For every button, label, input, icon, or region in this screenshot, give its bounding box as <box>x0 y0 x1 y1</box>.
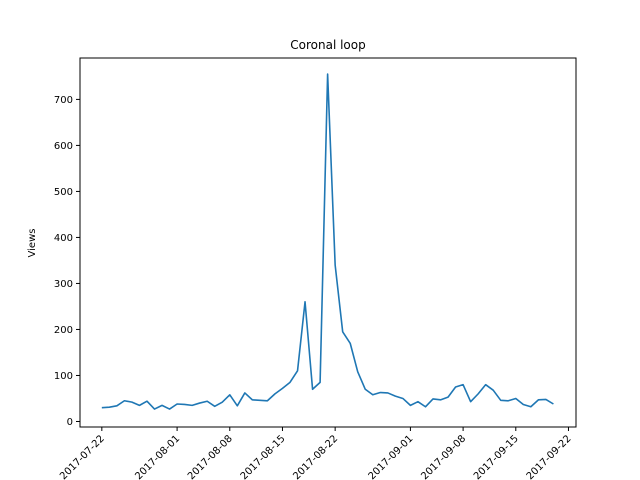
x-tick-label: 2017-09-15 <box>472 433 521 480</box>
x-tick-label: 2017-08-22 <box>291 433 340 480</box>
plot-area <box>101 73 554 410</box>
y-tick-label: 300 <box>54 279 73 290</box>
y-axis-label: Views <box>27 229 38 258</box>
series-line <box>101 73 554 410</box>
x-tick-label: 2017-08-01 <box>133 433 182 480</box>
plot-frame <box>79 57 577 428</box>
x-tick-label: 2017-09-08 <box>419 433 468 480</box>
y-tick-label: 100 <box>54 371 73 382</box>
x-tick-label: 2017-08-15 <box>239 433 288 480</box>
y-tick-label: 200 <box>54 325 73 336</box>
y-tick-label: 500 <box>54 187 73 198</box>
y-tick-label: 0 <box>67 417 73 428</box>
y-tick-label: 400 <box>54 233 73 244</box>
x-tick-label: 2017-09-01 <box>367 433 416 480</box>
chart-title: Coronal loop <box>290 38 365 52</box>
x-tick-label: 2017-07-22 <box>58 433 107 480</box>
y-tick-label: 600 <box>54 141 73 152</box>
x-tick-label: 2017-08-08 <box>186 433 235 480</box>
y-tick-label: 700 <box>54 95 73 106</box>
x-tick-label: 2017-09-22 <box>525 433 574 480</box>
axis-ticks: 0 100 200 300 400 500 600 700 2017-07-22 2017-08-… <box>54 95 574 480</box>
